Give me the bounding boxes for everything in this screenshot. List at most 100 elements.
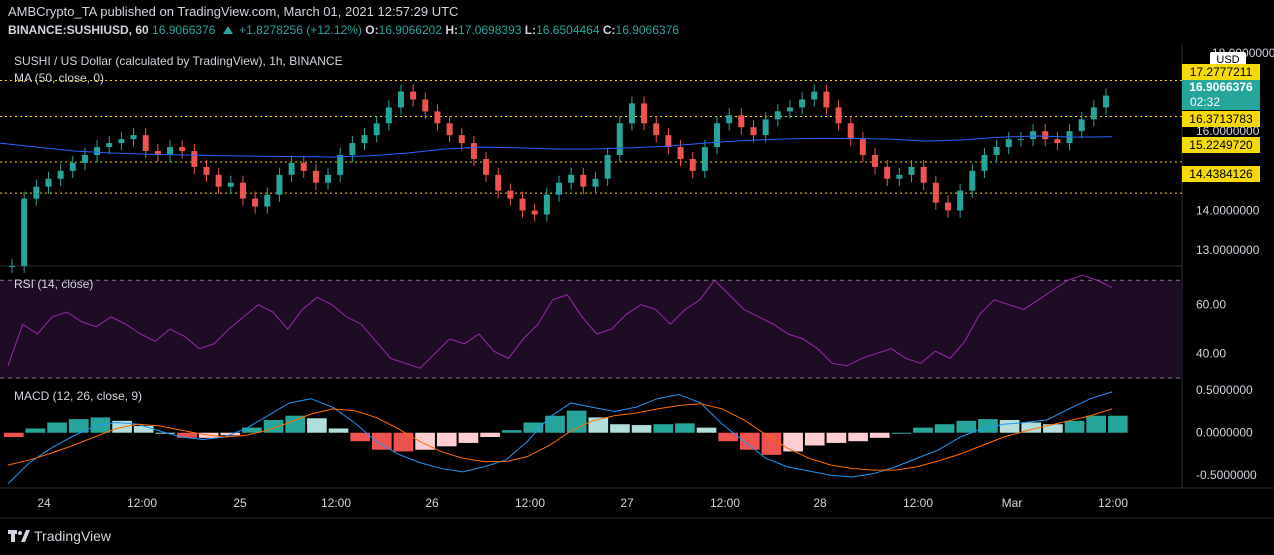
macd-histogram-bar [999, 419, 1020, 433]
macd-histogram-bar [869, 432, 890, 438]
macd-histogram-bar [1064, 420, 1085, 433]
candle-body [592, 178, 599, 187]
high-value: 17.0698393 [458, 23, 522, 37]
candle-body [142, 135, 149, 152]
candle-body [969, 170, 976, 191]
candle-body [580, 174, 587, 187]
candle-body [653, 123, 660, 136]
level-tag-1: 17.2777211 [1182, 64, 1260, 80]
rsi-tick-label: 40.00 [1196, 347, 1226, 361]
price-tick-label: 14.0000000 [1196, 204, 1260, 218]
candle-body [458, 135, 465, 144]
rsi-legend: RSI (14, close) [14, 277, 94, 291]
candle-body [434, 111, 441, 124]
time-tick-label: 12:00 [903, 496, 933, 510]
candle-body [531, 210, 538, 215]
candle-body [616, 123, 623, 155]
candle-body [1103, 95, 1109, 108]
candle-body [1054, 139, 1061, 144]
candle-body [944, 202, 951, 211]
candle-body [33, 186, 40, 199]
candle-body [1090, 107, 1097, 120]
macd-histogram-bar [934, 424, 955, 433]
open-value: 16.9066202 [378, 23, 442, 37]
macd-line [7, 391, 1113, 485]
signal-line [7, 403, 1113, 471]
macd-histogram-bar [1021, 422, 1042, 433]
time-tick-label: 12:00 [321, 496, 351, 510]
macd-histogram-bar [25, 428, 46, 433]
candle-body [373, 123, 380, 136]
ma-line [0, 135, 1113, 158]
candle-body [81, 155, 88, 163]
candle-body [628, 103, 635, 124]
candle-body [203, 166, 210, 175]
level-tag-2: 16.3713783 [1182, 111, 1260, 127]
candle-body [811, 91, 818, 100]
macd-histogram-bar [653, 424, 674, 433]
macd-histogram-bar [523, 422, 544, 433]
time-tick-label: Mar [1002, 496, 1023, 510]
macd-histogram-bar [415, 432, 435, 450]
candle-body [45, 178, 52, 187]
candle-body [689, 158, 696, 171]
candle-body [859, 139, 866, 155]
candle-body [993, 147, 1000, 155]
candle-body [215, 174, 222, 187]
candle-body [118, 139, 125, 144]
candle-body [847, 123, 854, 140]
time-tick-label: 12:00 [515, 496, 545, 510]
candle-body [21, 198, 28, 266]
candle-body [714, 123, 721, 148]
macd-histogram-bar [458, 432, 479, 443]
candle-body [361, 135, 368, 144]
time-tick-label: 28 [813, 496, 827, 510]
candle-body [1017, 139, 1024, 141]
price-tick-label: 16.0000000 [1196, 124, 1260, 138]
rsi-line [7, 274, 1113, 369]
macd-histogram-bar [133, 425, 154, 433]
candle-body [57, 170, 64, 179]
macd-histogram-bar [1108, 415, 1128, 433]
macd-tick-label: -0.5000000 [1196, 468, 1257, 482]
price-tick-label: 13.0000000 [1196, 243, 1260, 257]
level-tag-3: 15.2249720 [1182, 137, 1260, 153]
candle-body [312, 170, 319, 183]
macd-histogram-bar [956, 420, 977, 433]
macd-legend: MACD (12, 26, close, 9) [14, 389, 143, 403]
tradingview-logo[interactable]: TradingView [8, 528, 111, 544]
candle-body [446, 123, 453, 136]
candle-body [422, 99, 429, 112]
candle-body [1005, 139, 1012, 148]
candle-body [385, 107, 392, 124]
candle-body [106, 143, 113, 148]
publisher-text: AMBCrypto_TA published on TradingView.co… [8, 4, 459, 19]
candle-body [932, 182, 939, 203]
macd-histogram-bar [826, 432, 847, 443]
tradingview-logo-icon [8, 530, 30, 542]
macd-histogram-bar [761, 432, 782, 455]
macd-histogram-bar [4, 432, 24, 437]
symbol-info-row: BINANCE:SUSHIUSD, 60 16.9066376 +1.82782… [8, 23, 679, 37]
candle-body [556, 182, 562, 195]
candle-body [300, 162, 307, 171]
candle-body [568, 174, 575, 183]
candle-body [543, 194, 550, 215]
macd-histogram-bar [242, 427, 262, 433]
candle-body [130, 135, 137, 140]
macd-histogram-bar [978, 419, 998, 433]
current-price-tag: 16.9066376 02:32 [1182, 80, 1260, 110]
candle-body [239, 182, 246, 199]
macd-histogram-bar [545, 415, 565, 433]
macd-histogram-bar [285, 415, 306, 433]
candle-body [957, 190, 964, 211]
macd-histogram-bar [220, 432, 241, 436]
candle-body [337, 155, 344, 175]
time-tick-label: 12:00 [127, 496, 157, 510]
macd-histogram-bar [631, 425, 652, 433]
time-tick-label: 25 [233, 496, 247, 510]
rsi-band [0, 280, 1182, 378]
macd-histogram-bar [112, 420, 132, 433]
macd-histogram-bar [696, 427, 717, 433]
